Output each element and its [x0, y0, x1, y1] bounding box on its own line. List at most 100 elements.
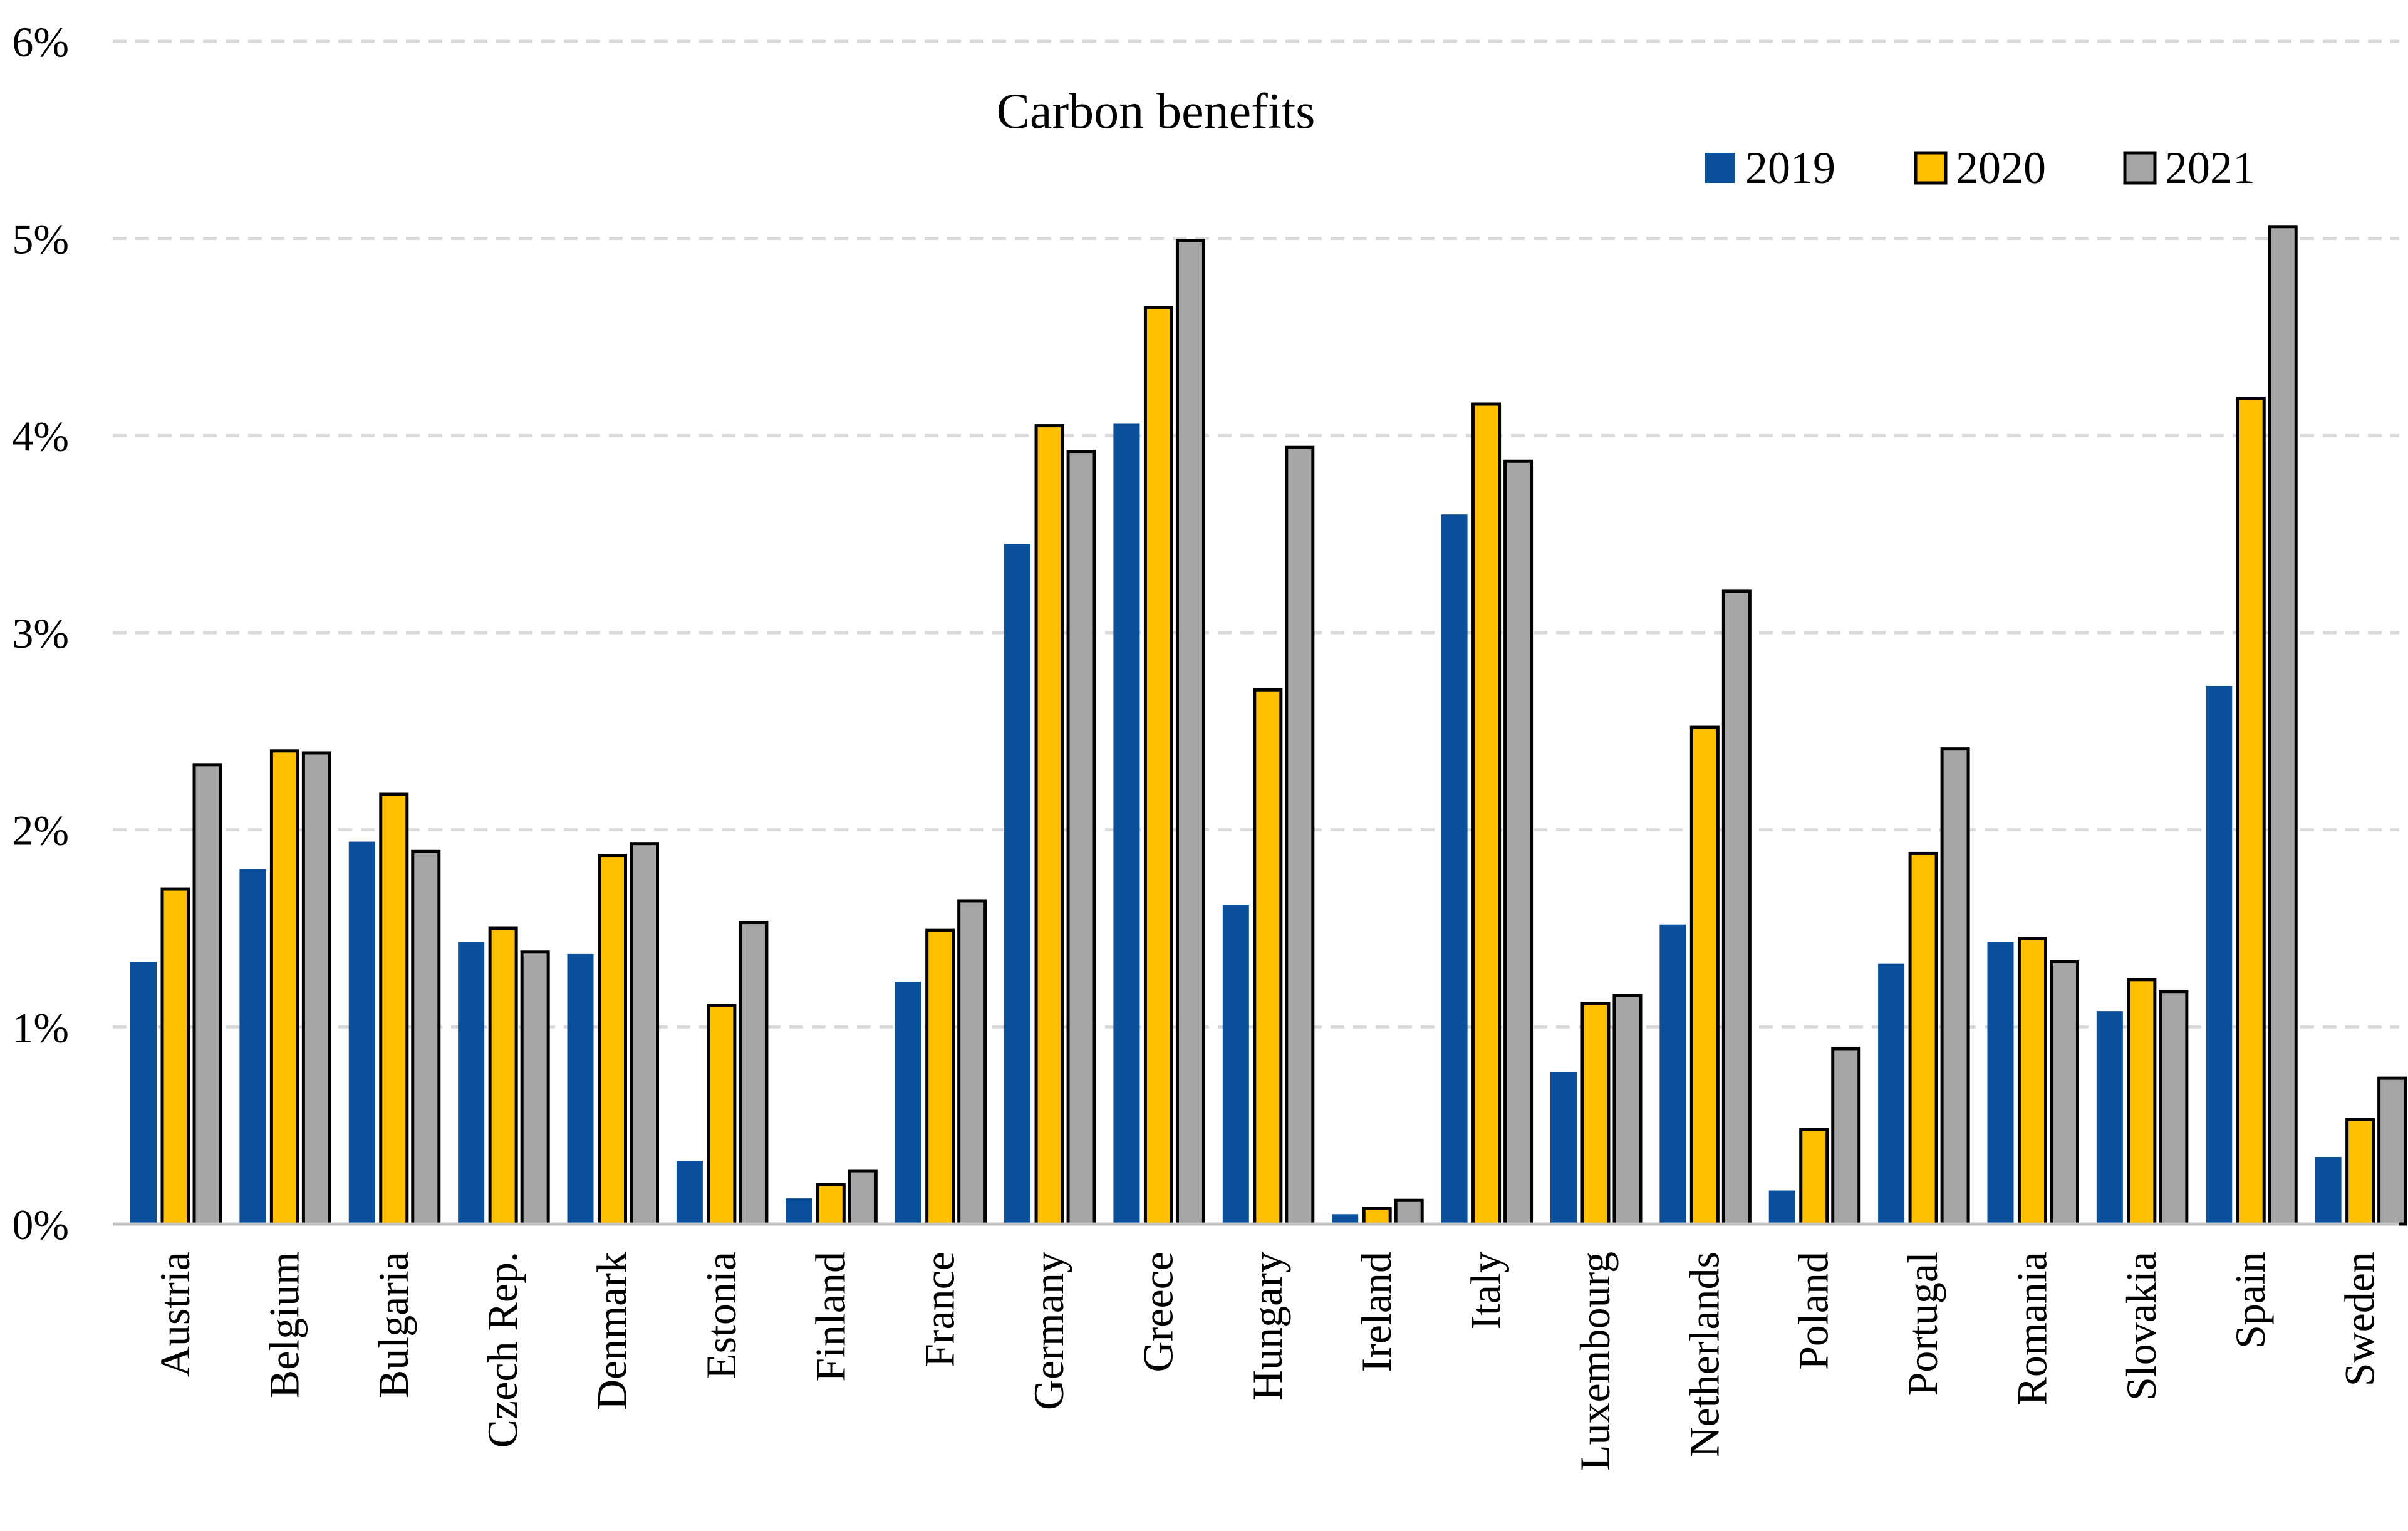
bar-belgium-2020 [269, 749, 299, 1226]
category-label: Ireland [1352, 1252, 1400, 1373]
category-label: Czech Rep. [479, 1252, 526, 1448]
y-tick-label: 3% [12, 610, 69, 657]
bar-sweden-2021 [2377, 1076, 2407, 1226]
y-tick-label: 2% [12, 807, 69, 854]
bar-poland-2021 [1831, 1047, 1861, 1226]
bar-slovakia-2021 [2159, 990, 2189, 1226]
category-label: Poland [1790, 1252, 1837, 1370]
bar-estonia-2020 [707, 1004, 737, 1226]
bar-luxembourg-2021 [1612, 994, 1643, 1226]
bar-romania-2020 [2017, 937, 2047, 1226]
y-tick-label: 0% [12, 1201, 69, 1248]
category-label: Sweden [2336, 1252, 2384, 1386]
bar-greece-2019 [1113, 423, 1140, 1224]
bar-denmark-2020 [598, 854, 628, 1226]
bar-hungary-2019 [1222, 905, 1249, 1224]
legend-swatch [2123, 151, 2157, 185]
bar-portugal-2019 [1878, 963, 1905, 1224]
legend-item-2019[interactable]: 2019 [1705, 143, 1835, 193]
bar-finland-2021 [848, 1169, 878, 1226]
bar-ireland-2021 [1394, 1198, 1424, 1226]
category-label: Greece [1134, 1252, 1181, 1372]
category-label: Denmark [588, 1252, 636, 1410]
bar-austria-2020 [160, 887, 190, 1226]
bar-portugal-2021 [1940, 747, 1970, 1226]
bar-poland-2019 [1768, 1190, 1795, 1224]
bar-france-2019 [895, 981, 921, 1224]
legend-label: 2021 [2165, 143, 2255, 193]
legend-item-2020[interactable]: 2020 [1914, 143, 2046, 193]
category-label: Bulgaria [370, 1252, 417, 1398]
bar-luxembourg-2020 [1580, 1002, 1611, 1226]
bar-austria-2019 [130, 962, 157, 1224]
y-tick-label: 6% [12, 18, 69, 66]
bar-germany-2019 [1004, 544, 1031, 1224]
bar-germany-2021 [1066, 450, 1096, 1226]
bar-sweden-2020 [2345, 1118, 2375, 1226]
bar-greece-2020 [1143, 306, 1173, 1226]
category-label: France [916, 1252, 963, 1368]
bar-czech-rep-2020 [488, 926, 518, 1226]
category-label: Italy [1462, 1252, 1510, 1330]
category-label: Spain [2226, 1252, 2274, 1349]
category-label: Hungary [1243, 1252, 1291, 1401]
bar-austria-2021 [192, 763, 222, 1226]
category-label: Romania [2008, 1252, 2055, 1406]
bar-france-2020 [925, 928, 955, 1226]
legend-swatch [1914, 151, 1948, 185]
bar-germany-2020 [1034, 424, 1064, 1226]
bar-bulgaria-2020 [379, 792, 409, 1226]
category-label: Finland [806, 1252, 854, 1382]
bar-sweden-2019 [2315, 1157, 2342, 1224]
bar-france-2021 [957, 899, 987, 1226]
bar-estonia-2019 [676, 1161, 703, 1224]
bar-hungary-2020 [1253, 688, 1283, 1226]
category-label: Slovakia [2117, 1252, 2165, 1401]
category-label: Portugal [1899, 1252, 1946, 1396]
bar-bulgaria-2019 [348, 841, 375, 1224]
category-label: Austria [151, 1252, 199, 1377]
bar-netherlands-2021 [1721, 589, 1752, 1226]
y-tick-label: 4% [12, 412, 69, 460]
bar-denmark-2021 [630, 842, 660, 1226]
category-label: Belgium [260, 1252, 308, 1398]
bar-greece-2021 [1175, 239, 1205, 1226]
bar-belgium-2021 [301, 751, 331, 1226]
category-label: Germany [1025, 1252, 1072, 1410]
bar-poland-2020 [1799, 1128, 1829, 1226]
bars [130, 225, 2407, 1226]
legend-label: 2019 [1745, 143, 1835, 193]
chart-title: Carbon benefits [997, 84, 1316, 139]
bar-romania-2019 [1987, 942, 2014, 1224]
bar-spain-2020 [2236, 397, 2266, 1226]
bar-estonia-2021 [739, 921, 769, 1226]
bar-czech-rep-2021 [520, 950, 550, 1226]
bar-italy-2019 [1441, 514, 1468, 1225]
legend[interactable]: 2019 2020 2021 [1705, 143, 2255, 193]
legend-item-2021[interactable]: 2021 [2123, 143, 2255, 193]
bar-netherlands-2020 [1689, 725, 1720, 1226]
bar-italy-2021 [1503, 459, 1534, 1226]
y-axis-ticks: 0% 1% 2% 3% 4% 5% 6% [12, 18, 69, 1248]
y-tick-label: 5% [12, 215, 69, 263]
y-tick-label: 1% [12, 1004, 69, 1051]
bar-italy-2020 [1471, 402, 1502, 1226]
bar-slovakia-2020 [2127, 978, 2157, 1226]
category-label: Estonia [697, 1252, 745, 1379]
category-label: Netherlands [1680, 1252, 1728, 1458]
bar-netherlands-2019 [1659, 924, 1686, 1224]
bar-spain-2019 [2206, 685, 2233, 1224]
bar-ireland-2020 [1362, 1207, 1392, 1226]
bar-portugal-2020 [1908, 851, 1938, 1226]
bar-bulgaria-2021 [411, 849, 441, 1226]
bar-finland-2019 [786, 1198, 812, 1224]
category-labels: Austria Belgium Bulgaria Czech Rep. Denmark E… [151, 1252, 2384, 1471]
bar-belgium-2019 [239, 869, 266, 1224]
bar-denmark-2019 [567, 953, 594, 1224]
bar-slovakia-2019 [2096, 1011, 2123, 1224]
category-label: Luxembourg [1571, 1252, 1619, 1471]
legend-swatch [1705, 153, 1735, 183]
bar-spain-2021 [2268, 225, 2298, 1226]
bar-czech-rep-2019 [458, 942, 485, 1224]
